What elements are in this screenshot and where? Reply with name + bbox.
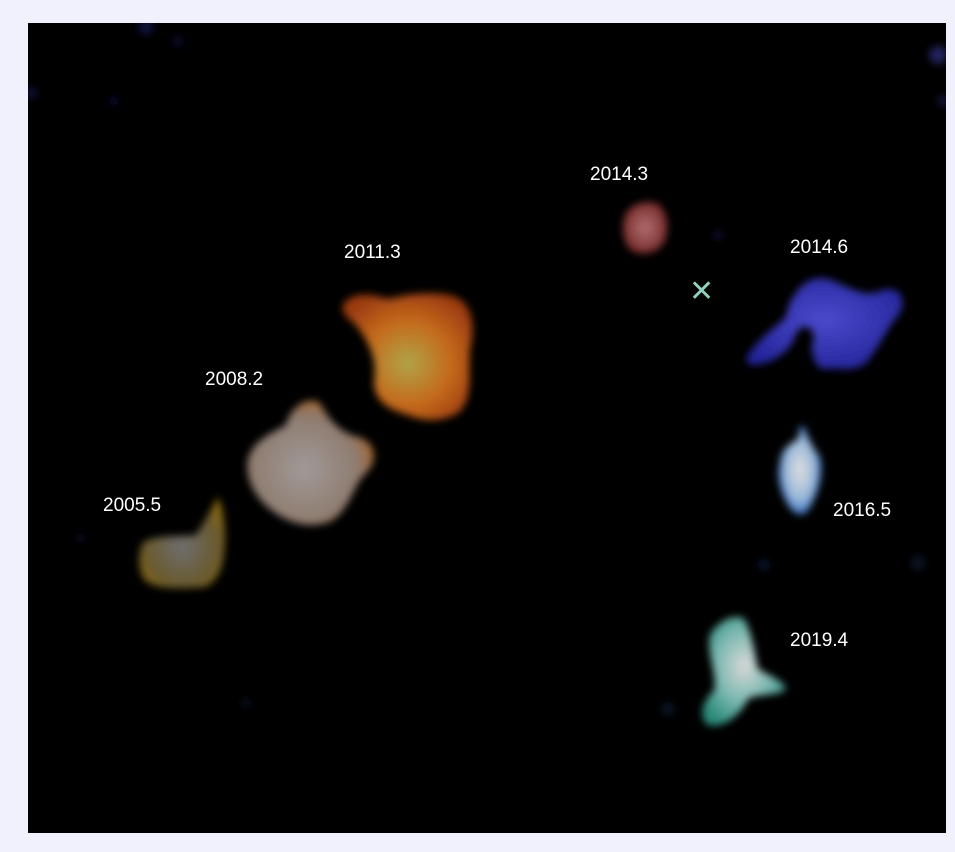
blob-2008-2 <box>247 400 374 525</box>
epoch-label: 2008.2 <box>205 369 264 390</box>
epoch-label: 2005.5 <box>103 495 162 516</box>
epoch-label: 2016.5 <box>833 500 892 521</box>
cross-marker-icon: ✕ <box>689 274 715 309</box>
blob-2011-3 <box>342 293 473 420</box>
blob-canvas <box>28 23 946 726</box>
blob-2005-5 <box>139 497 225 589</box>
epoch-label: 2014.6 <box>790 237 849 258</box>
blob-2019-4 <box>702 616 786 726</box>
epoch-label: 2014.3 <box>590 164 649 185</box>
blob-2014-6 <box>746 277 903 369</box>
epoch-label: 2019.4 <box>790 630 849 651</box>
background-specks <box>28 23 946 716</box>
blob-2014-3 <box>622 201 668 254</box>
image-frame: 2005.5 2008.2 2011.3 2014.3 2014.6 2016.… <box>28 23 946 833</box>
epoch-label: 2011.3 <box>344 242 401 263</box>
blob-2016-5 <box>778 425 822 515</box>
